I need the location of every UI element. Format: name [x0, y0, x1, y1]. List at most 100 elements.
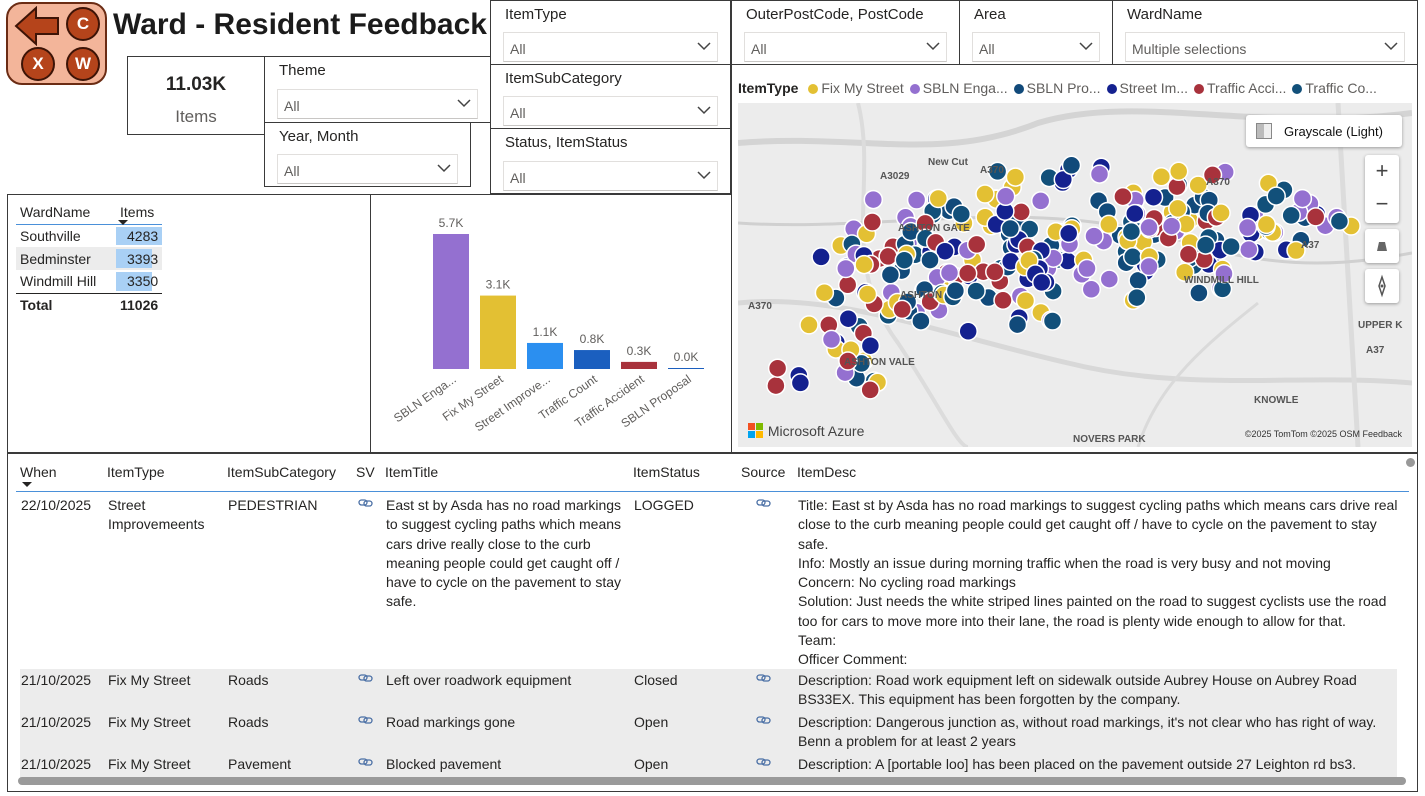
- map-point[interactable]: [1329, 211, 1350, 232]
- map-point[interactable]: [878, 246, 898, 267]
- map-point[interactable]: [1084, 226, 1104, 246]
- map-copyright[interactable]: ©2025 TomTom ©2025 OSM Feedback: [1244, 429, 1402, 439]
- map-style-button[interactable]: Grayscale (Light): [1246, 115, 1402, 147]
- map-legend-item[interactable]: Traffic Acci...: [1194, 80, 1286, 96]
- map-point[interactable]: [975, 184, 995, 204]
- map-point[interactable]: [1214, 263, 1234, 284]
- col-when[interactable]: When: [20, 464, 57, 480]
- map-point[interactable]: [1030, 191, 1051, 211]
- source-link-icon[interactable]: [756, 498, 772, 508]
- map-legend-item[interactable]: Street Im...: [1106, 80, 1188, 96]
- postcode-dropdown[interactable]: All: [744, 32, 947, 62]
- zoom-in-icon[interactable]: +: [1375, 158, 1389, 183]
- horizontal-scrollbar[interactable]: [18, 777, 1406, 785]
- map-point[interactable]: [857, 284, 878, 304]
- matrix-row-name[interactable]: Southville: [20, 227, 81, 244]
- map-point[interactable]: [966, 234, 987, 255]
- map-point[interactable]: [1005, 167, 1026, 187]
- map-point[interactable]: [920, 250, 940, 270]
- ward-name-dropdown[interactable]: Multiple selections: [1125, 32, 1405, 62]
- map-point[interactable]: [1178, 244, 1199, 265]
- map-point[interactable]: [1281, 205, 1301, 226]
- sv-link-icon[interactable]: [358, 498, 374, 508]
- map-point[interactable]: [1058, 223, 1079, 244]
- map-point[interactable]: [1011, 202, 1031, 222]
- matrix-row-value[interactable]: 3393: [116, 247, 162, 270]
- map-point[interactable]: [1168, 198, 1188, 219]
- map-point[interactable]: [1113, 186, 1133, 207]
- matrix-header-items[interactable]: Items: [116, 201, 162, 225]
- map-point[interactable]: [1015, 290, 1036, 311]
- bar[interactable]: [433, 234, 469, 369]
- map-point[interactable]: [860, 335, 881, 356]
- map-point[interactable]: [993, 290, 1013, 311]
- map-point[interactable]: [838, 351, 858, 371]
- map-point[interactable]: [1161, 216, 1182, 236]
- map-point[interactable]: [1042, 311, 1063, 331]
- source-link-icon[interactable]: [756, 757, 772, 767]
- pitch-button[interactable]: [1365, 229, 1399, 263]
- map-canvas[interactable]: ASHTON GATE ASHTON ASHTON VALE WINDMILL HIL…: [738, 103, 1412, 447]
- table-row[interactable]: 21/10/2025 Fix My Street Roads Road marking…: [20, 711, 1397, 753]
- map-point[interactable]: [790, 373, 811, 393]
- source-link-icon[interactable]: [756, 715, 772, 725]
- zoom-out-icon[interactable]: −: [1375, 191, 1389, 216]
- sv-link-icon[interactable]: [358, 673, 374, 683]
- map-point[interactable]: [821, 329, 842, 350]
- map-point[interactable]: [939, 263, 960, 283]
- map-legend-item[interactable]: SBLN Pro...: [1013, 80, 1101, 96]
- map-point[interactable]: [1089, 164, 1110, 184]
- map-point[interactable]: [894, 250, 915, 270]
- map-legend-item[interactable]: SBLN Enga...: [909, 80, 1008, 96]
- map-point[interactable]: [863, 189, 884, 210]
- map-point[interactable]: [1286, 240, 1306, 261]
- map-point[interactable]: [1168, 161, 1189, 182]
- map-point[interactable]: [836, 258, 856, 279]
- map-point[interactable]: [892, 299, 912, 320]
- col-sv[interactable]: SV: [356, 464, 375, 480]
- map-point[interactable]: [985, 262, 1005, 282]
- map-point[interactable]: [1121, 221, 1142, 242]
- map-point[interactable]: [1061, 155, 1082, 176]
- map-point[interactable]: [1143, 187, 1164, 207]
- matrix-row-name[interactable]: Bedminster: [20, 250, 91, 267]
- area-dropdown[interactable]: All: [972, 32, 1100, 62]
- item-subcategory-dropdown[interactable]: All: [503, 96, 718, 126]
- map-point[interactable]: [1211, 203, 1231, 223]
- matrix-header-ward[interactable]: WardName: [20, 204, 91, 221]
- matrix-row-value[interactable]: 3350: [116, 270, 162, 293]
- map-point[interactable]: [1081, 279, 1102, 300]
- map-point[interactable]: [995, 186, 1016, 207]
- item-type-dropdown[interactable]: All: [503, 32, 718, 62]
- matrix-row-name[interactable]: Windmill Hill: [20, 273, 97, 290]
- table-row[interactable]: 21/10/2025 Fix My Street Pavement Blocked p…: [20, 753, 1397, 779]
- map-point[interactable]: [966, 281, 986, 301]
- map-point[interactable]: [957, 263, 978, 284]
- col-status[interactable]: ItemStatus: [633, 464, 700, 480]
- theme-dropdown[interactable]: All: [277, 89, 478, 119]
- map-point[interactable]: [767, 358, 788, 378]
- map-point[interactable]: [1127, 287, 1147, 308]
- map-point[interactable]: [1077, 258, 1097, 279]
- bar[interactable]: [621, 361, 657, 369]
- sv-link-icon[interactable]: [358, 715, 374, 725]
- map-point[interactable]: [799, 315, 819, 335]
- matrix-row-value[interactable]: 4283: [116, 224, 163, 247]
- vertical-scrollbar[interactable]: [1406, 458, 1415, 467]
- map-point[interactable]: [958, 321, 978, 342]
- table-row[interactable]: 21/10/2025 Fix My Street Roads Left over ro…: [20, 669, 1397, 711]
- map-point[interactable]: [935, 241, 955, 261]
- bar[interactable]: [668, 368, 704, 369]
- map-point[interactable]: [987, 161, 1008, 182]
- map-point[interactable]: [1151, 167, 1172, 187]
- map-point[interactable]: [1139, 256, 1159, 277]
- map-point[interactable]: [1305, 207, 1326, 227]
- map-legend-item[interactable]: Fix My Street: [808, 80, 904, 96]
- bar[interactable]: [527, 342, 563, 369]
- map-point[interactable]: [814, 282, 835, 303]
- map-point[interactable]: [880, 265, 901, 285]
- status-dropdown[interactable]: All: [503, 161, 718, 191]
- map-point[interactable]: [1239, 239, 1259, 260]
- map-point[interactable]: [945, 280, 966, 301]
- map-point[interactable]: [1125, 203, 1145, 224]
